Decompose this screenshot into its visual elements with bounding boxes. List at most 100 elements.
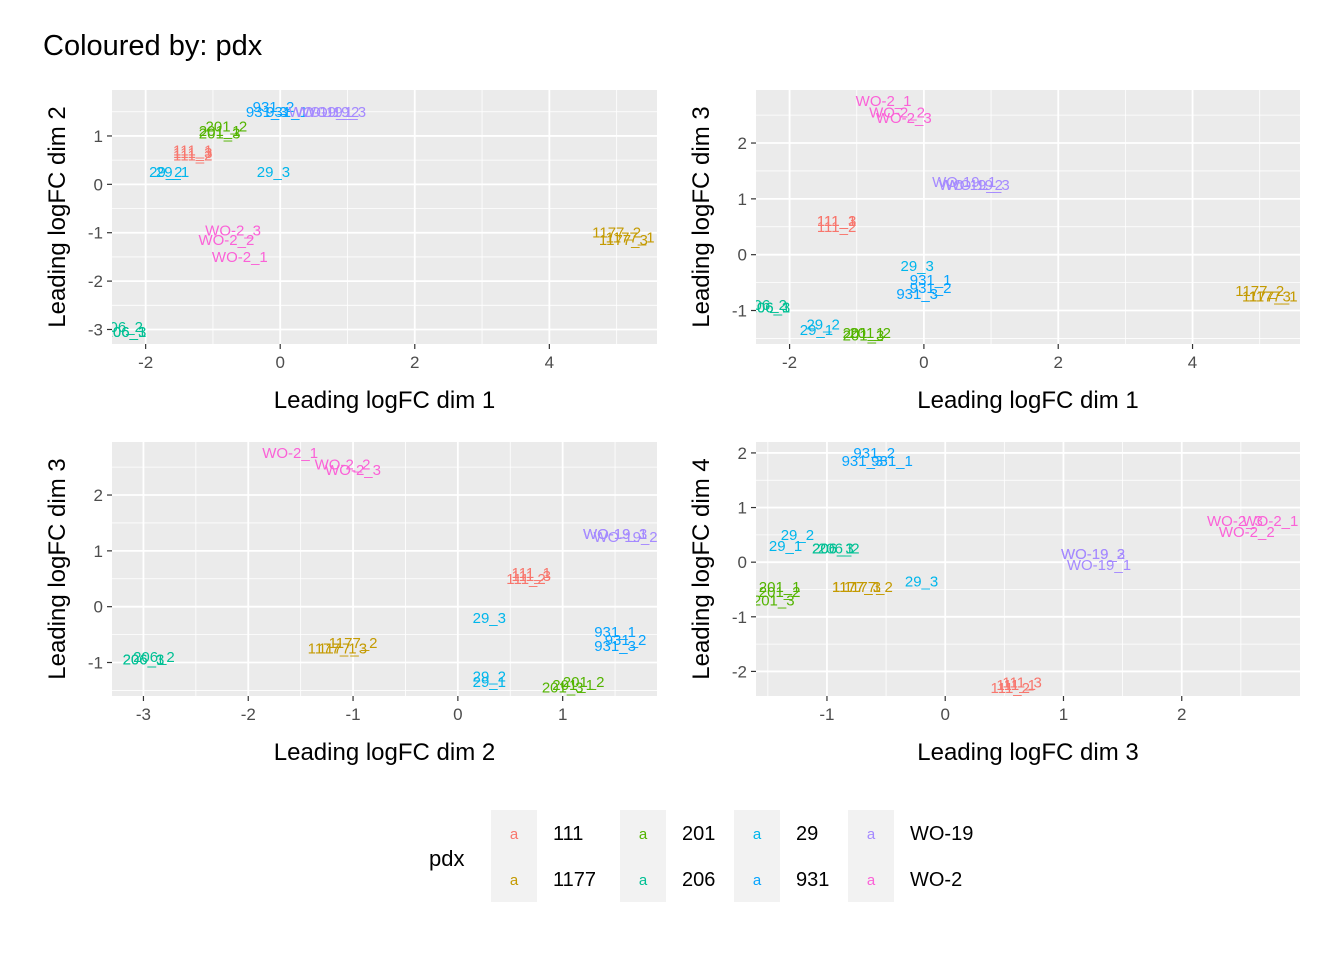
- point-label: 1177_3: [318, 641, 367, 658]
- point-label: WO-2_2: [1219, 524, 1275, 541]
- point-label: 201_2: [206, 118, 248, 135]
- legend-label: WO-2: [910, 869, 962, 891]
- point-labels: 111_1111_2111_31177_11177_21177_3201_120…: [749, 93, 1298, 345]
- point-label: WO-2_3: [876, 110, 932, 127]
- point-label: 206_1: [812, 541, 854, 558]
- x-tick-label: -2: [138, 353, 153, 372]
- x-tick-label: 4: [1188, 353, 1197, 372]
- x-tick-label: -1: [345, 705, 360, 724]
- x-axis-title: Leading logFC dim 2: [274, 739, 495, 766]
- point-label: 111_3: [511, 568, 551, 585]
- y-tick-label: -3: [88, 320, 103, 339]
- point-label: 931_2: [910, 280, 952, 297]
- point-label: 206_1: [123, 652, 165, 669]
- legend-key-background: [620, 856, 666, 902]
- y-tick-label: 0: [94, 175, 103, 194]
- point-label: 201_1: [552, 677, 594, 694]
- point-label: 29_1: [800, 322, 833, 339]
- point-label: 1177_3: [599, 232, 648, 249]
- point-label: 29_2: [781, 527, 814, 544]
- legend-title: pdx: [429, 846, 464, 871]
- point-label: 201_2: [849, 325, 891, 342]
- point-label: 111_1: [173, 142, 213, 159]
- point-label: 201_3: [843, 328, 885, 345]
- point-label: WO-19_1: [1067, 557, 1131, 574]
- point-label: WO-19_2: [1061, 546, 1125, 563]
- x-tick-label: 2: [1053, 353, 1062, 372]
- x-tick-label: 0: [940, 705, 949, 724]
- y-tick-label: -1: [732, 302, 747, 321]
- point-label: 1177_1: [606, 230, 655, 247]
- point-label: 206_3: [123, 652, 165, 669]
- x-axis-title: Leading logFC dim 1: [917, 387, 1138, 414]
- point-label: WO-19_1: [932, 174, 996, 191]
- point-label: 206_3: [105, 324, 147, 341]
- legend-key-background: [848, 810, 894, 856]
- point-label: WO-19_2: [593, 529, 657, 546]
- y-tick-label: -2: [88, 272, 103, 291]
- point-label: 206_1: [105, 324, 147, 341]
- point-label: 1177_2: [592, 225, 641, 242]
- point-label: 1177_2: [1235, 283, 1284, 300]
- point-label: 29_3: [900, 258, 933, 275]
- legend-label: 29: [796, 823, 818, 845]
- legend-label: 206: [682, 869, 715, 891]
- point-label: WO-2_2: [315, 456, 371, 473]
- point-label: WO-2_2: [869, 104, 925, 121]
- point-label: 206_2: [818, 541, 860, 558]
- point-label: 111_2: [506, 571, 546, 588]
- point-label: 1177_3: [1242, 289, 1291, 306]
- plot-background: [112, 442, 657, 696]
- legend-key-background: [491, 856, 537, 902]
- x-tick-label: -1: [819, 705, 834, 724]
- y-axis-title: Leading logFC dim 2: [44, 106, 71, 327]
- point-labels: 111_1111_2111_31177_11177_21177_3201_120…: [123, 445, 657, 697]
- point-label: 201_1: [759, 579, 801, 596]
- x-tick-label: 1: [558, 705, 567, 724]
- point-label: WO-19_2: [295, 104, 359, 121]
- legend-key-glyph: a: [639, 826, 648, 843]
- point-label: 931_2: [853, 445, 895, 462]
- point-label: 931_2: [605, 632, 647, 649]
- plot-background: [756, 442, 1300, 696]
- y-tick-label: 0: [738, 246, 747, 265]
- legend: pdx a 111 a 1177 a 201 a 206 a 29 a 931 a WO-19 a WO-2: [429, 810, 973, 902]
- point-label: 29_3: [473, 610, 506, 627]
- point-label: 201_2: [563, 674, 605, 691]
- point-label: 201_1: [843, 325, 885, 342]
- y-tick-label: -1: [88, 224, 103, 243]
- point-label: WO-2_3: [325, 462, 381, 479]
- plot-background: [756, 90, 1300, 344]
- point-label: WO-19_3: [1061, 546, 1125, 563]
- y-axis-title: Leading logFC dim 3: [44, 458, 71, 679]
- legend-label: 111: [553, 823, 583, 845]
- point-label: 111_2: [991, 680, 1031, 697]
- point-label: 111_1: [511, 565, 551, 582]
- point-label: 201_1: [199, 123, 241, 140]
- point-label: WO-2_3: [1207, 513, 1263, 530]
- legend-key-background: [734, 810, 780, 856]
- legend-key-glyph: a: [753, 826, 762, 843]
- point-label: 201_3: [542, 680, 584, 697]
- point-label: 1177_3: [832, 579, 881, 596]
- x-tick-label: 0: [919, 353, 928, 372]
- legend-key-background: [848, 856, 894, 902]
- legend-key-background: [620, 810, 666, 856]
- point-label: 111_2: [173, 147, 213, 164]
- x-tick-label: 0: [275, 353, 284, 372]
- legend-label: WO-19: [910, 823, 973, 845]
- point-label: 931_1: [594, 624, 636, 641]
- y-tick-label: 2: [94, 486, 103, 505]
- point-labels: 111_1111_2111_31177_11177_21177_3201_120…: [105, 99, 655, 341]
- x-axis-title: Leading logFC dim 1: [274, 387, 495, 414]
- y-axis-title: Leading logFC dim 4: [688, 458, 715, 679]
- point-label: 206_1: [749, 300, 791, 317]
- x-tick-label: 2: [1177, 705, 1186, 724]
- point-label: 931_3: [594, 638, 636, 655]
- point-label: 1177_1: [1249, 289, 1298, 306]
